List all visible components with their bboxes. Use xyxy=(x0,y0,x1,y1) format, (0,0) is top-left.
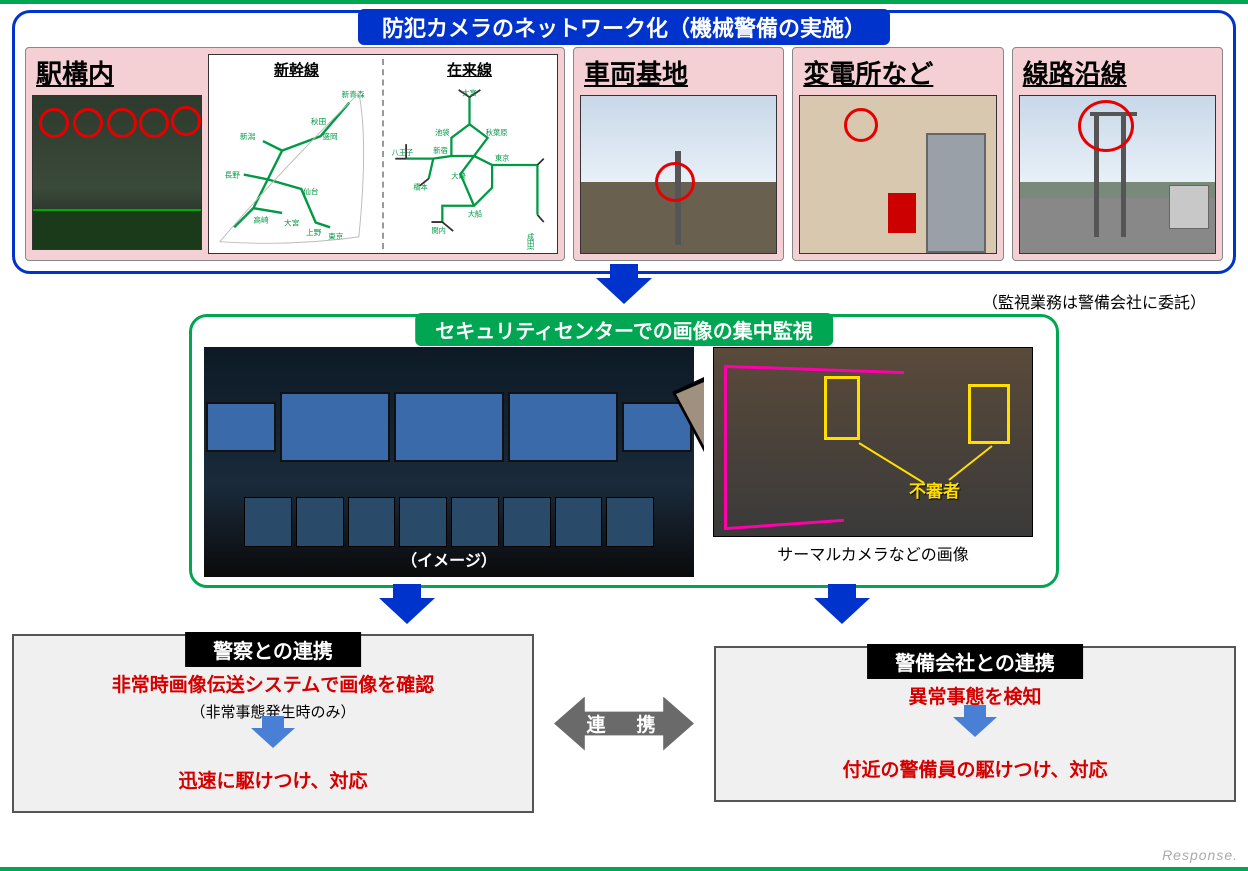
svg-text:池袋: 池袋 xyxy=(435,128,449,137)
substation-title: 変電所など xyxy=(799,54,933,91)
trackside-photo xyxy=(1019,95,1216,254)
thermal-caption: サーマルカメラなどの画像 xyxy=(777,541,969,565)
svg-text:大船: 大船 xyxy=(468,210,482,219)
link-arrow: 連 携 xyxy=(554,697,694,751)
security-center-title: セキュリティセンターでの画像の集中監視 xyxy=(415,313,833,346)
svg-text:秋葉原: 秋葉原 xyxy=(486,128,508,137)
suspect-label: 不審者 xyxy=(909,477,960,502)
depot-photo xyxy=(580,95,777,254)
svg-text:新宿: 新宿 xyxy=(433,146,447,155)
depot-title: 車両基地 xyxy=(580,54,688,91)
security-co-box: 警備会社との連携 異常事態を検知 付近の警備員の駆けつけ、対応 xyxy=(714,646,1236,802)
map-shinkansen-label: 新幹線 xyxy=(215,59,378,80)
svg-text:東京: 東京 xyxy=(495,153,509,162)
svg-text:成田空港: 成田空港 xyxy=(526,232,535,250)
police-line1: 非常時画像伝送システムで画像を確認 xyxy=(34,670,512,697)
substation-photo xyxy=(799,95,996,254)
svg-text:関内: 関内 xyxy=(431,226,445,235)
svg-text:大宮: 大宮 xyxy=(462,88,476,97)
rail-map-panel: 新幹線 新青森秋田 盛岡 新潟 仙台 長野 高崎 大宮 上野 東京 在来線 xyxy=(208,54,558,254)
svg-text:仙台: 仙台 xyxy=(303,186,319,196)
thermal-callout: 不審者 サーマルカメラなどの画像 xyxy=(702,347,1044,577)
police-box: 警察との連携 非常時画像伝送システムで画像を確認 （非常事態発生時のみ） 迅速に… xyxy=(12,634,534,813)
svg-text:大崎: 大崎 xyxy=(451,172,465,181)
svg-text:橋本: 橋本 xyxy=(413,182,427,191)
thermal-image: 不審者 xyxy=(713,347,1033,537)
police-title: 警察との連携 xyxy=(185,632,361,667)
arrow-to-police xyxy=(379,598,435,624)
security-arrow-icon xyxy=(953,717,997,737)
arrow-to-security-center xyxy=(596,278,652,304)
box-substation: 変電所など xyxy=(792,47,1003,261)
security-line2: 付近の警備員の駆けつけ、対応 xyxy=(736,755,1214,782)
svg-text:大宮: 大宮 xyxy=(284,217,300,227)
outsource-note: （監視業務は警備会社に委託） xyxy=(982,289,1206,313)
control-room-image: （イメージ） xyxy=(204,347,694,577)
svg-text:盛岡: 盛岡 xyxy=(322,131,338,141)
svg-text:長野: 長野 xyxy=(225,170,241,179)
bi-arrow-icon: 連 携 xyxy=(554,697,694,751)
station-photo xyxy=(32,95,202,250)
shinkansen-map: 新青森秋田 盛岡新潟 仙台長野 高崎大宮 上野東京 xyxy=(215,80,378,250)
police-arrow-icon xyxy=(251,728,295,748)
control-room-caption: （イメージ） xyxy=(401,547,497,571)
trackside-title: 線路沿線 xyxy=(1019,54,1127,91)
station-title: 駅構内 xyxy=(32,54,114,91)
svg-text:新潟: 新潟 xyxy=(240,131,256,141)
arrow-to-security-co xyxy=(814,598,870,624)
box-station: 駅構内 新幹線 新青森秋田 盛岡 新潟 仙台 長野 高崎 大宮 xyxy=(25,47,565,261)
svg-text:八王子: 八王子 xyxy=(392,148,414,157)
watermark: Response. xyxy=(1162,847,1238,863)
security-co-title: 警備会社との連携 xyxy=(867,644,1083,679)
svg-text:高崎: 高崎 xyxy=(253,215,269,225)
svg-text:新青森: 新青森 xyxy=(342,89,365,99)
camera-network-title: 防犯カメラのネットワーク化（機械警備の実施） xyxy=(358,9,890,45)
camera-network-section: 防犯カメラのネットワーク化（機械警備の実施） 駅構内 新幹線 新青森秋田 xyxy=(12,10,1236,274)
zairai-map: 大宮池袋 新宿 秋葉原 八王子橋本 大崎 東京 大船関内 成田空港 xyxy=(388,80,551,250)
box-trackside: 線路沿線 xyxy=(1012,47,1223,261)
svg-text:秋田: 秋田 xyxy=(311,116,326,126)
box-depot: 車両基地 xyxy=(573,47,784,261)
link-label: 連 携 xyxy=(586,710,661,737)
security-center-section: セキュリティセンターでの画像の集中監視 （監視業務は警備会社に委託） （イメージ… xyxy=(189,314,1059,588)
svg-text:上野: 上野 xyxy=(306,228,322,237)
map-zairai-label: 在来線 xyxy=(388,59,551,80)
cooperation-row: 警察との連携 非常時画像伝送システムで画像を確認 （非常事態発生時のみ） 迅速に… xyxy=(12,634,1236,813)
police-line2: 迅速に駆けつけ、対応 xyxy=(34,766,512,793)
